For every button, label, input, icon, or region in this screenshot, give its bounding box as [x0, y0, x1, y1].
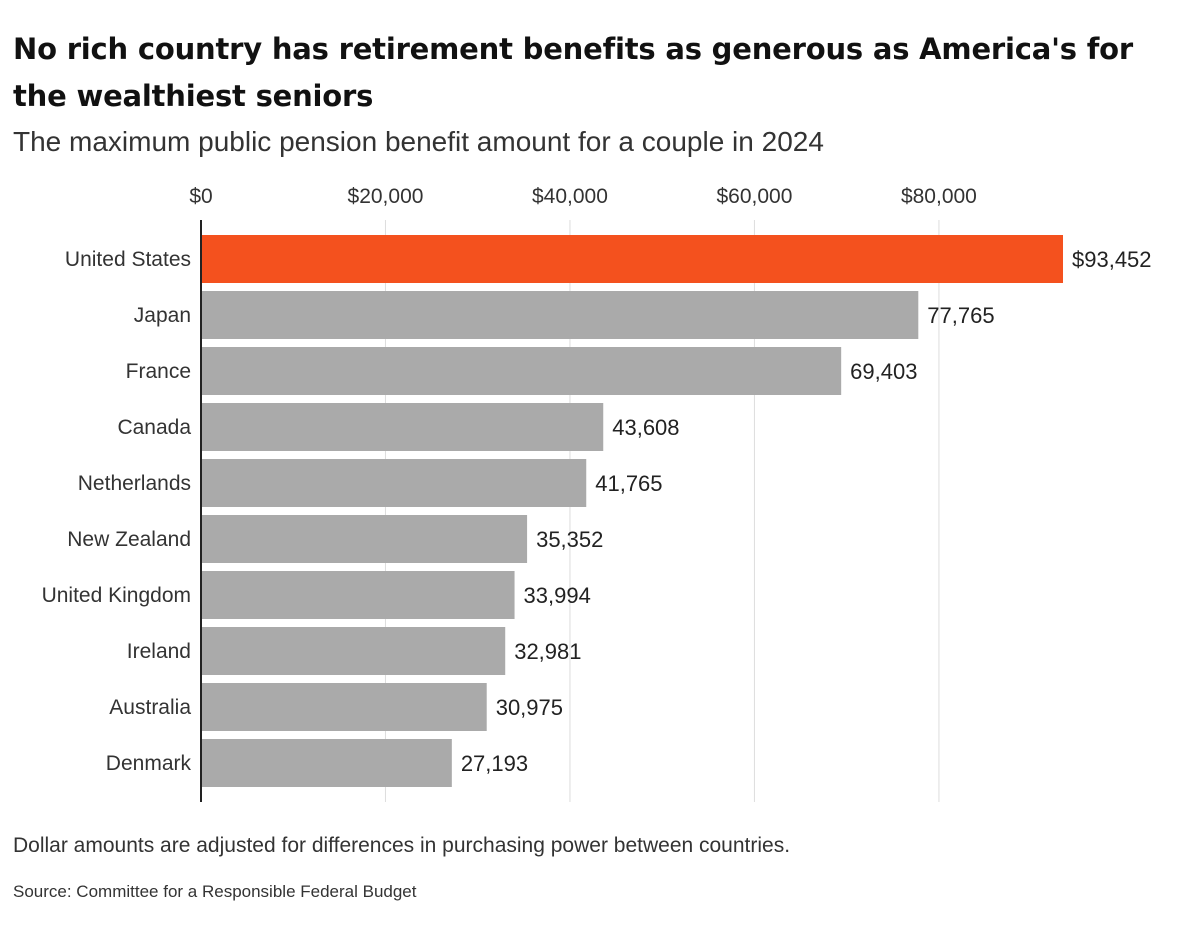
category-label: France [126, 360, 191, 383]
bar [201, 403, 604, 451]
category-label: Australia [109, 696, 191, 719]
value-label: 30,975 [496, 695, 563, 720]
category-labels: United States Japan France Canada Netherland… [42, 248, 192, 775]
bar [201, 739, 452, 787]
x-tick-label: $60,000 [716, 185, 792, 208]
value-label: 77,765 [927, 303, 994, 328]
value-labels: $93,452 77,765 69,403 43,608 41,765 35,352 33,… [461, 247, 1152, 776]
x-tick-label: $20,000 [348, 185, 424, 208]
bars [201, 235, 1063, 787]
category-label: United States [65, 248, 191, 271]
value-label: 35,352 [536, 527, 603, 552]
chart-title: No rich country has retirement benefits … [13, 32, 1133, 113]
bar [201, 459, 587, 507]
x-tick-label: $80,000 [901, 185, 977, 208]
category-label: Ireland [127, 640, 191, 663]
category-label: Canada [117, 416, 191, 439]
bar-chart: $0 $20,000 $40,000 $60,000 $80,000 United St… [42, 185, 1152, 802]
x-tick-label: $40,000 [532, 185, 608, 208]
category-label: United Kingdom [42, 584, 191, 607]
chart-subtitle: The maximum public pension benefit amoun… [13, 126, 824, 157]
chart-note: Dollar amounts are adjusted for differen… [13, 834, 791, 857]
bar [201, 347, 842, 395]
category-label: Denmark [106, 752, 192, 775]
bar [201, 515, 528, 563]
category-label: Japan [134, 304, 191, 327]
value-label: 32,981 [514, 639, 581, 664]
bar [201, 627, 506, 675]
bar [201, 571, 515, 619]
value-label: 33,994 [524, 583, 591, 608]
value-label: 41,765 [595, 471, 662, 496]
value-label: $93,452 [1072, 247, 1152, 272]
bar [201, 683, 487, 731]
value-label: 27,193 [461, 751, 528, 776]
category-label: Netherlands [78, 472, 191, 495]
category-label: New Zealand [67, 528, 191, 551]
value-label: 43,608 [612, 415, 679, 440]
bar [201, 235, 1063, 283]
chart-source: Source: Committee for a Responsible Fede… [13, 882, 417, 901]
bar [201, 291, 919, 339]
value-label: 69,403 [850, 359, 917, 384]
x-tick-label: $0 [189, 185, 212, 208]
x-axis-ticks: $0 $20,000 $40,000 $60,000 $80,000 [189, 185, 977, 208]
